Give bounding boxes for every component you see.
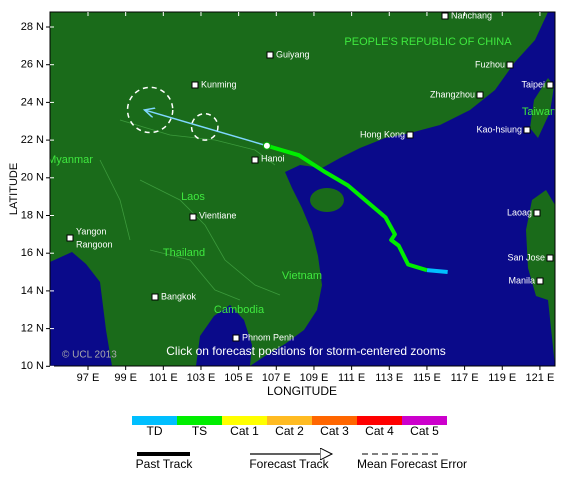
city-marker	[536, 277, 544, 285]
city-label: Manila	[508, 275, 535, 285]
country-label: Taiwan	[522, 106, 556, 118]
legend-swatch	[267, 416, 312, 425]
map: Nanchang Guiyang Kunming Fuzhou Taipei Zhangz…	[47, 10, 556, 366]
city-marker	[266, 51, 274, 59]
forecast-position[interactable]	[262, 141, 271, 150]
lat-tick-label: 14 N	[21, 285, 44, 297]
past-track	[266, 143, 428, 273]
city-marker	[546, 254, 554, 262]
border	[99, 119, 281, 301]
legend-swatch	[312, 416, 357, 425]
city-label: Laoag	[507, 207, 532, 217]
city-label: Phnom Penh	[242, 332, 294, 342]
andaman-sea	[50, 252, 112, 366]
taiwan	[530, 78, 554, 138]
legend-swatch	[222, 416, 267, 425]
lat-tick-label: 26 N	[21, 59, 44, 71]
legend-line-label: Forecast Track	[249, 457, 329, 471]
legend-swatch	[402, 416, 447, 425]
gulf-of-thailand	[196, 305, 252, 366]
city-label: Yangon	[76, 226, 106, 236]
city-label: Hanoi	[261, 153, 285, 163]
legend-label: Cat 4	[365, 424, 394, 438]
legend-line-label: Past Track	[136, 457, 194, 471]
legend-label: Cat 2	[275, 424, 304, 438]
lon-tick-label: 101 E	[149, 372, 178, 384]
city-marker	[533, 209, 541, 217]
country-label: Cambodia	[214, 304, 265, 316]
city-marker	[232, 334, 240, 342]
forecast-error-circle	[126, 86, 174, 134]
legend-swatch	[177, 416, 222, 425]
legend-label: Cat 3	[320, 424, 349, 438]
city-label: Zhangzhou	[430, 89, 475, 99]
legend-label: Cat 1	[230, 424, 259, 438]
lon-tick-label: 113 E	[375, 372, 403, 384]
lon-tick-label: 97 E	[77, 372, 100, 384]
city-label: Taipei	[521, 79, 545, 89]
lat-tick-label: 16 N	[21, 247, 44, 259]
city-marker	[506, 61, 514, 69]
lon-tick-label: 103 E	[187, 372, 216, 384]
city-label: San Jose	[507, 252, 545, 262]
city-label: Guiyang	[276, 49, 310, 59]
city-label: Vientiane	[199, 210, 236, 220]
lat-tick-label: 24 N	[21, 96, 44, 108]
lon-tick-label: 99 E	[114, 372, 137, 384]
forecast-track	[144, 110, 268, 147]
city-marker	[66, 234, 74, 242]
legend-swatch	[357, 416, 402, 425]
legend-swatch	[132, 416, 177, 425]
lon-tick-label: 105 E	[224, 372, 253, 384]
notice: Click on forecast positions for storm-ce…	[166, 344, 445, 358]
city-label: Bangkok	[161, 291, 197, 301]
city-marker	[191, 81, 199, 89]
city-marker	[523, 126, 531, 134]
lon-tick-label: 111 E	[338, 372, 365, 384]
city-marker	[441, 12, 449, 20]
lat-tick-label: 18 N	[21, 209, 44, 221]
lat-tick-label: 28 N	[21, 21, 44, 33]
lat-tick-label: 20 N	[21, 172, 44, 184]
city-marker	[546, 81, 554, 89]
lon-tick-label: 117 E	[451, 372, 479, 384]
lon-tick-label: 121 E	[526, 372, 555, 384]
lat-tick-label: 22 N	[21, 134, 44, 146]
lon-tick-label: 119 E	[488, 372, 516, 384]
lon-tick-label: 115 E	[413, 372, 441, 384]
city-label: Nanchang	[451, 10, 492, 20]
lon-axis-title: LONGITUDE	[267, 384, 337, 398]
city-marker	[251, 156, 259, 164]
past-track	[426, 268, 448, 275]
lon-tick-label: 107 E	[262, 372, 291, 384]
city-label: Rangoon	[76, 239, 113, 249]
city-marker	[189, 213, 197, 221]
country-label: Thailand	[163, 247, 205, 259]
south-china-sea	[250, 12, 555, 366]
legend-label: TD	[147, 424, 163, 438]
map-frame	[49, 11, 556, 367]
city-label: Fuzhou	[475, 59, 505, 69]
legend-line-label: Mean Forecast Error	[357, 457, 467, 471]
country-label: PEOPLE'S REPUBLIC OF CHINA	[344, 36, 512, 48]
legend-label: TS	[192, 424, 207, 438]
country-label: Vietnam	[282, 270, 322, 282]
city-marker	[406, 131, 414, 139]
country-label: Laos	[181, 191, 205, 203]
copyright: © UCL 2013	[62, 350, 117, 361]
city-label: Kao-hsiung	[476, 124, 522, 134]
hainan	[310, 188, 344, 212]
city-marker	[151, 293, 159, 301]
lat-axis-title: LATITUDE	[8, 163, 20, 215]
city-label: Hong Kong	[360, 129, 405, 139]
country-label: Myanmar	[47, 154, 93, 166]
lat-tick-label: 10 N	[21, 360, 44, 372]
lon-tick-label: 109 E	[300, 372, 329, 384]
city-label: Kunming	[201, 79, 237, 89]
lat-tick-label: 12 N	[21, 323, 44, 335]
forecast-error-circle	[190, 112, 219, 141]
city-marker	[476, 91, 484, 99]
legend-label: Cat 5	[410, 424, 439, 438]
